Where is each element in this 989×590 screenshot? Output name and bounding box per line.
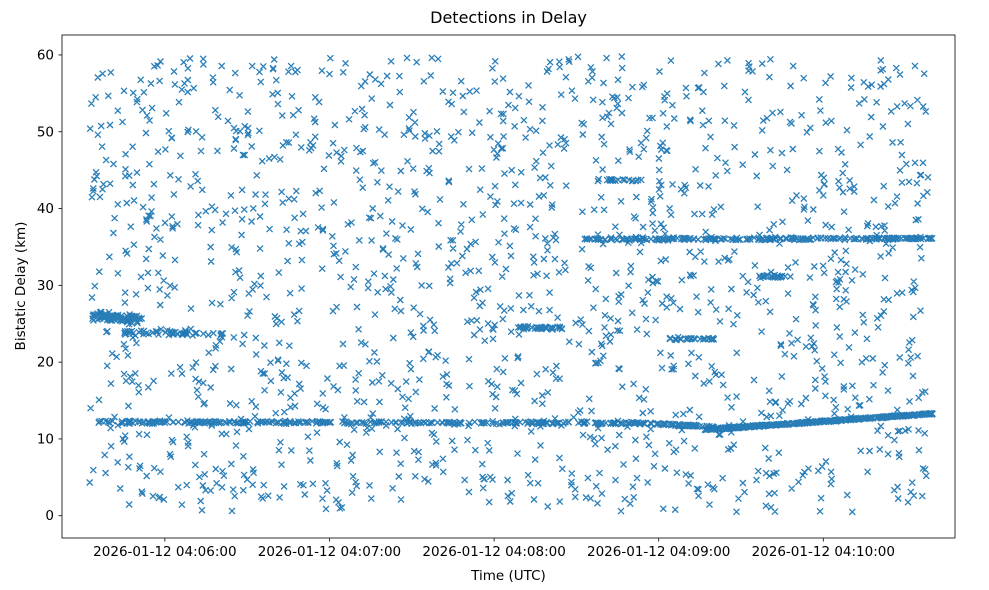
scatter-series-delay-track-12-right (701, 409, 936, 434)
y-tick-label: 60 (37, 47, 54, 63)
x-axis: 2026-01-12 04:06:00 2026-01-12 04:07:00 20… (93, 538, 895, 560)
x-tick-label: 2026-01-12 04:10:00 (752, 544, 895, 560)
scatter-series-delay-track-12-left (95, 417, 655, 428)
x-axis-label: Time (UTC) (471, 568, 546, 584)
scatter-series-cluster-26-left (89, 308, 146, 328)
y-axis: 0 10 20 30 40 50 60 (37, 47, 62, 524)
x-tick-label: 2026-01-12 04:06:00 (93, 544, 236, 560)
plot-border (61, 34, 956, 539)
y-tick-label: 0 (45, 508, 54, 524)
scatter-series-cluster-23-right (666, 334, 718, 344)
y-tick-label: 40 (37, 201, 54, 217)
scatter-series-cluster-24-left (121, 326, 227, 341)
x-tick-label: 2026-01-12 04:07:00 (258, 544, 401, 560)
scatter-series-cluster-31-right (756, 271, 794, 282)
y-tick-label: 30 (37, 278, 54, 294)
y-tick-label: 50 (37, 124, 54, 140)
x-tick-label: 2026-01-12 04:08:00 (422, 544, 565, 560)
y-tick-label: 20 (37, 355, 54, 371)
y-axis-label: Bistatic Delay (km) (13, 221, 29, 351)
x-tick-label: 2026-01-12 04:09:00 (587, 544, 730, 560)
y-tick-label: 10 (37, 431, 54, 447)
scatter-series-cluster-44-right (594, 175, 645, 185)
scatter-series-noise (86, 53, 932, 516)
chart-title: Detections in Delay (430, 8, 587, 27)
scatter-series-delay-track-36 (581, 233, 936, 244)
scatter-series-cluster-24-mid (514, 322, 566, 334)
